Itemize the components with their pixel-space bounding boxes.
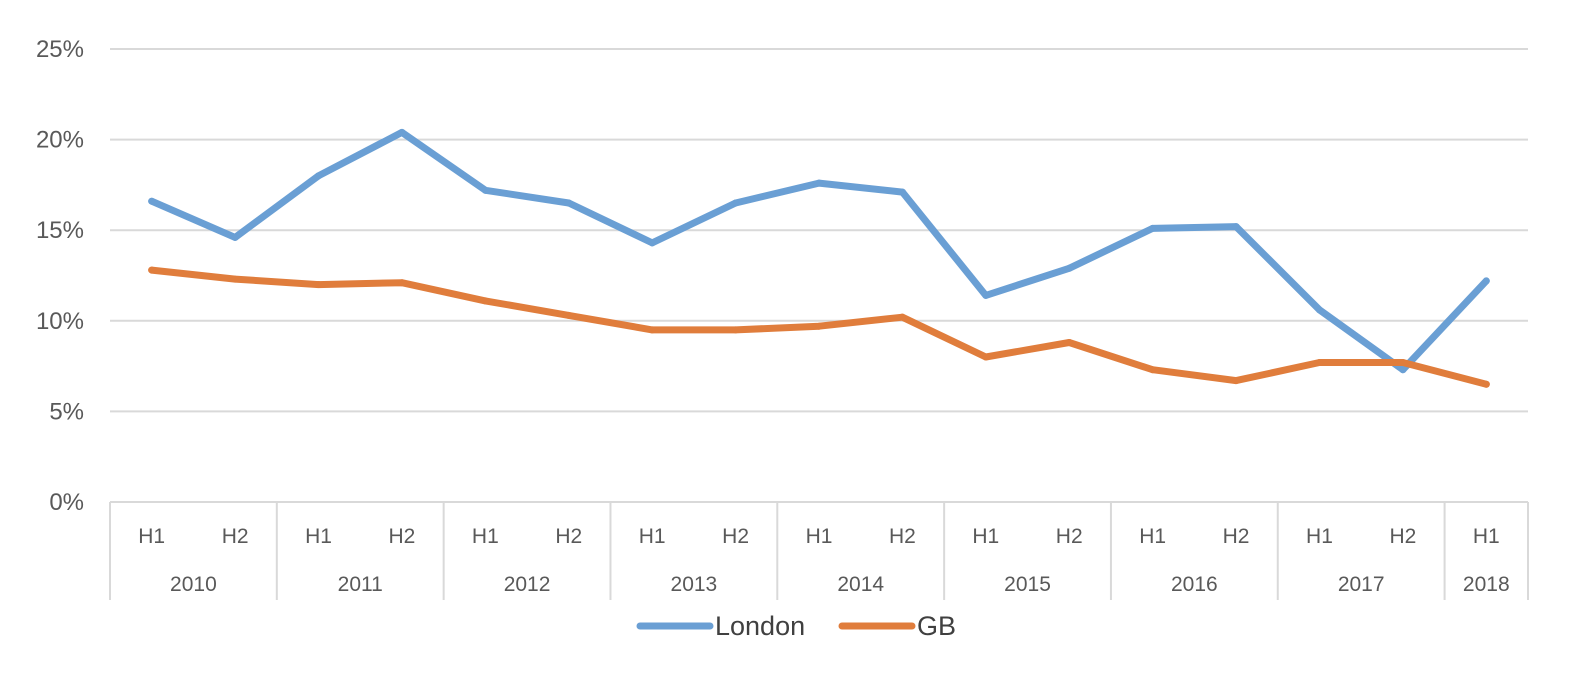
y-tick-label: 0% <box>49 489 84 516</box>
data-point-gb <box>1149 366 1157 374</box>
data-point-london <box>1482 277 1490 285</box>
data-point-london <box>1065 264 1073 272</box>
x-tick-label: H1 <box>806 525 833 548</box>
x-tick-label: H2 <box>1389 525 1416 548</box>
x-group-label: 2015 <box>1004 573 1051 596</box>
y-axis: 0% 5% 10% 15% 20% 25% <box>36 36 84 516</box>
x-tick-label: H1 <box>1473 525 1500 548</box>
data-point-london <box>315 172 323 180</box>
x-tick-label: H2 <box>722 525 749 548</box>
x-axis: H1 H2 H1 H2 H1 H2 H1 H2 H1 H2 H1 H2 H1 H2 H1 H2 H1 2010 20… <box>109 502 1529 600</box>
data-point-gb <box>565 311 573 319</box>
legend: London GB <box>636 611 956 641</box>
data-point-gb <box>732 326 740 334</box>
x-group-label: 2012 <box>504 573 551 596</box>
series-lines <box>148 128 1490 388</box>
data-point-london <box>481 186 489 194</box>
data-point-london <box>398 128 406 136</box>
x-tick-label: H1 <box>1139 525 1166 548</box>
data-point-gb <box>481 297 489 305</box>
data-point-london <box>1149 224 1157 232</box>
data-point-gb <box>1065 339 1073 347</box>
legend-label-london: London <box>715 611 805 641</box>
x-tick-label: H1 <box>138 525 165 548</box>
data-point-gb <box>982 353 990 361</box>
data-point-gb <box>648 326 656 334</box>
x-tick-label: H2 <box>555 525 582 548</box>
data-point-gb <box>1232 377 1240 385</box>
y-tick-label: 5% <box>49 398 84 425</box>
data-point-london <box>732 199 740 207</box>
data-point-gb <box>898 313 906 321</box>
data-point-gb <box>1399 358 1407 366</box>
x-tick-label: H1 <box>472 525 499 548</box>
data-point-london <box>231 233 239 241</box>
gridlines <box>110 48 1528 503</box>
series-line-london <box>148 128 1490 374</box>
data-point-london <box>982 291 990 299</box>
x-group-label: 2011 <box>338 573 383 596</box>
legend-label-gb: GB <box>917 611 956 641</box>
y-tick-label: 20% <box>36 127 84 154</box>
x-tick-label: H2 <box>1056 525 1083 548</box>
x-tick-label: H2 <box>1223 525 1250 548</box>
data-point-london <box>1315 306 1323 314</box>
x-group-label: 2013 <box>671 573 718 596</box>
x-group-label: 2010 <box>170 573 217 596</box>
data-point-london <box>1232 223 1240 231</box>
x-group-label: 2016 <box>1171 573 1218 596</box>
x-tick-label: H1 <box>972 525 999 548</box>
data-point-gb <box>231 275 239 283</box>
data-point-gb <box>148 266 156 274</box>
data-point-london <box>648 239 656 247</box>
data-point-gb <box>1482 380 1490 388</box>
y-tick-label: 25% <box>36 36 84 63</box>
y-tick-label: 10% <box>36 308 84 335</box>
data-point-london <box>815 179 823 187</box>
x-tick-label: H2 <box>889 525 916 548</box>
x-tick-label: H1 <box>1306 525 1333 548</box>
x-tick-label: H2 <box>222 525 249 548</box>
data-point-gb <box>815 322 823 330</box>
data-point-gb <box>398 279 406 287</box>
data-point-gb <box>1315 358 1323 366</box>
x-tick-label: H1 <box>305 525 332 548</box>
x-group-label: 2018 <box>1463 573 1510 596</box>
x-group-label: 2014 <box>837 573 884 596</box>
x-tick-label: H2 <box>389 525 416 548</box>
x-group-label: 2017 <box>1338 573 1385 596</box>
data-point-london <box>898 188 906 196</box>
data-point-london <box>1399 366 1407 374</box>
data-point-london <box>565 199 573 207</box>
x-tick-label: H1 <box>639 525 666 548</box>
data-point-london <box>148 197 156 205</box>
y-tick-label: 15% <box>36 217 84 244</box>
data-point-gb <box>315 281 323 289</box>
